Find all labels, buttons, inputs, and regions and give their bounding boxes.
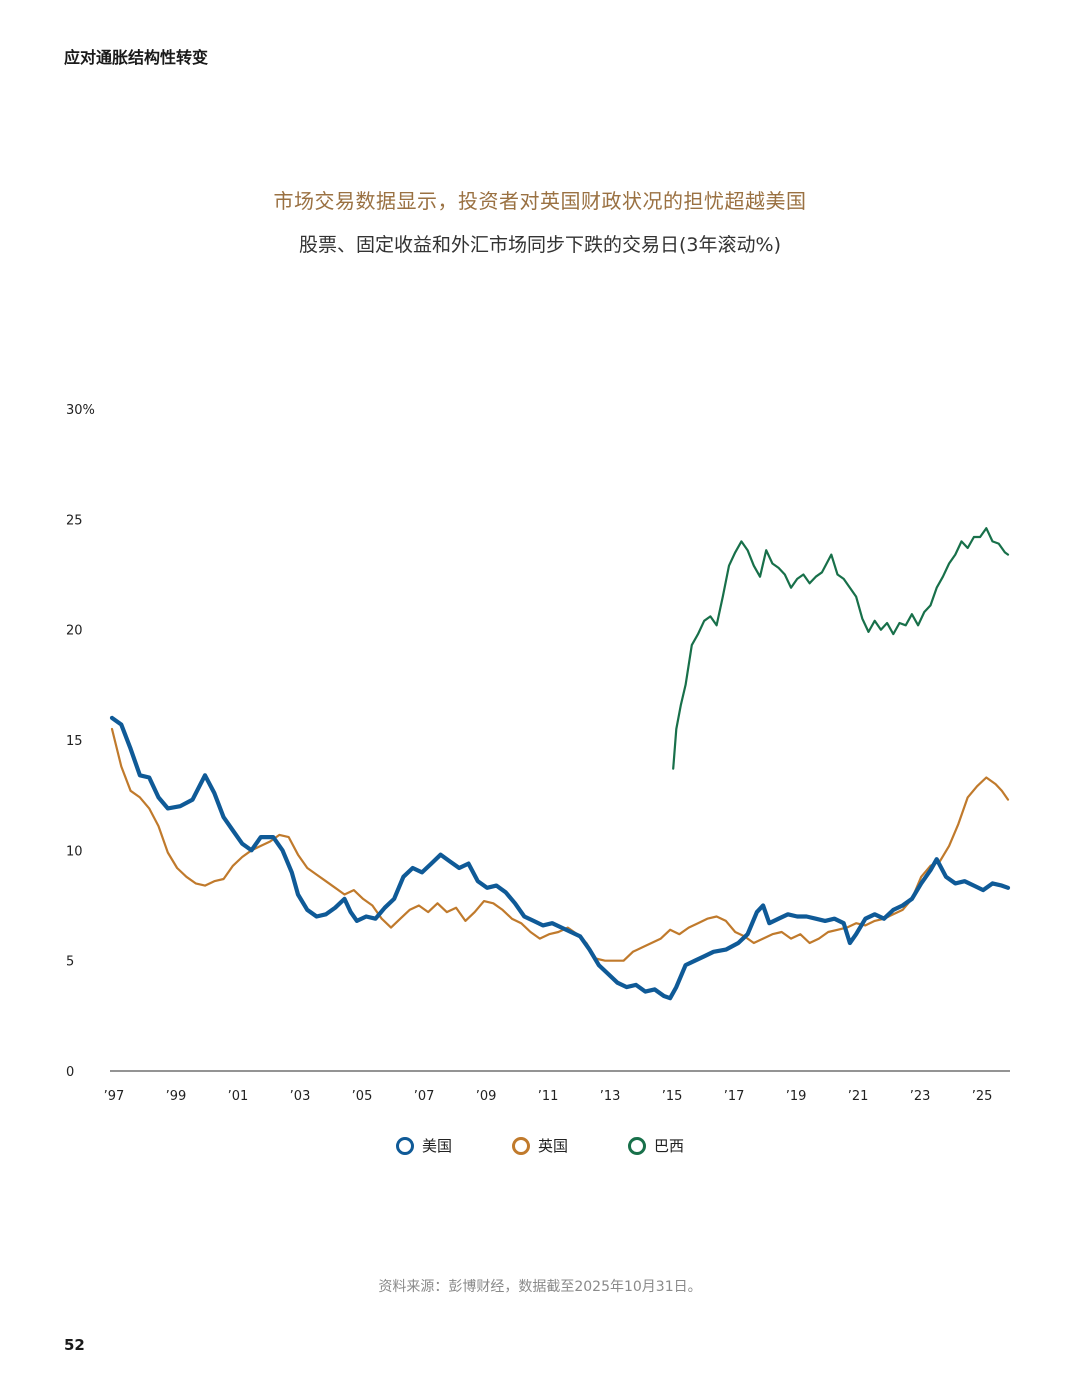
x-tick-label: ’05 bbox=[352, 1089, 373, 1104]
x-tick-label: ’25 bbox=[972, 1089, 993, 1104]
series-line-brazil bbox=[672, 527, 1010, 770]
x-tick-label: ’09 bbox=[476, 1089, 497, 1104]
y-tick-label: 5 bbox=[66, 955, 74, 970]
x-tick-label: ’03 bbox=[290, 1089, 311, 1104]
line-chart: 0 5 10 15 20 25 30% ’97 ’99 ’01 ’03 ’05 ’07 ’09 ’11 ’1… bbox=[66, 403, 1011, 1104]
legend-marker-uk bbox=[511, 1136, 530, 1155]
x-tick-label: ’01 bbox=[228, 1089, 249, 1104]
legend: 美国 英国 巴西 bbox=[0, 1135, 1080, 1156]
y-tick-label: 20 bbox=[66, 624, 83, 639]
chart-subtitle: 股票、固定收益和外汇市场同步下跌的交易日(3年滚动%) bbox=[299, 234, 781, 256]
x-tick-label: ’23 bbox=[910, 1089, 931, 1104]
x-tick-label: ’15 bbox=[662, 1089, 683, 1104]
x-tick-label: ’13 bbox=[600, 1089, 621, 1104]
legend-marker-us bbox=[395, 1136, 414, 1155]
running-header: 应对通胀结构性转变 bbox=[64, 48, 209, 67]
x-tick-label: ’07 bbox=[414, 1089, 435, 1104]
legend-item-us: 美国 bbox=[395, 1135, 452, 1156]
series-layer bbox=[109, 527, 1011, 1001]
source-note: 资料来源：彭博财经，数据截至2025年10月31日。 bbox=[378, 1279, 702, 1295]
chart-title: 市场交易数据显示，投资者对英国财政状况的担忧超越美国 bbox=[273, 189, 807, 213]
y-axis: 0 5 10 15 20 25 30% bbox=[66, 403, 95, 1080]
x-tick-label: ’11 bbox=[538, 1089, 559, 1104]
legend-item-brazil: 巴西 bbox=[628, 1135, 684, 1156]
y-tick-label: 10 bbox=[66, 844, 83, 859]
page-number: 52 bbox=[64, 1336, 85, 1354]
series-line-us bbox=[109, 715, 1011, 1001]
legend-label-brazil: 巴西 bbox=[654, 1137, 685, 1155]
x-tick-label: ’19 bbox=[786, 1089, 807, 1104]
x-tick-label: ’99 bbox=[166, 1089, 187, 1104]
legend-item-uk: 英国 bbox=[511, 1135, 568, 1156]
legend-label-us: 美国 bbox=[421, 1137, 452, 1155]
y-tick-label: 15 bbox=[66, 734, 83, 749]
y-tick-label: 30% bbox=[66, 403, 95, 418]
x-tick-label: ’21 bbox=[848, 1089, 869, 1104]
y-tick-label: 25 bbox=[66, 513, 83, 528]
x-tick-label: ’97 bbox=[104, 1089, 125, 1104]
y-tick-label: 0 bbox=[66, 1065, 74, 1080]
legend-marker-brazil bbox=[628, 1136, 646, 1155]
legend-label-uk: 英国 bbox=[537, 1137, 568, 1155]
x-axis: ’97 ’99 ’01 ’03 ’05 ’07 ’09 ’11 ’13 ’15 ’17 ’19 ’21 ’… bbox=[104, 1089, 993, 1104]
x-tick-label: ’17 bbox=[724, 1089, 745, 1104]
